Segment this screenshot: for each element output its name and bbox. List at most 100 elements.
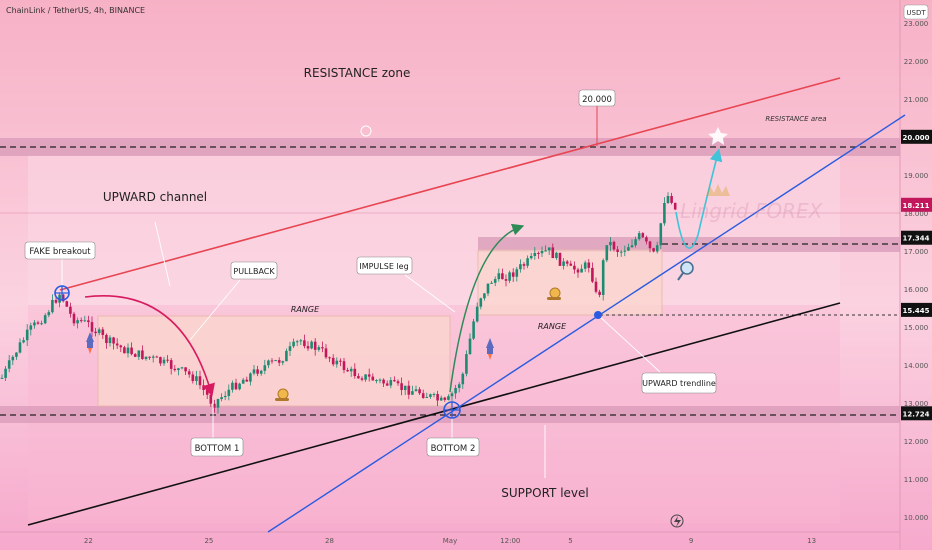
candle-body	[447, 396, 450, 400]
x-tick-label: 22	[84, 537, 93, 545]
snail-icon-1	[275, 388, 289, 401]
impulse-text: IMPULSE leg	[359, 262, 408, 271]
currency-badge[interactable]: USDT	[903, 4, 929, 20]
candle-body	[335, 360, 339, 365]
candle-body	[216, 399, 220, 408]
x-axis[interactable]: 22 25 28 May 12:00 5 9 13	[84, 537, 816, 545]
pullback-label: PULLBACK	[230, 261, 278, 280]
candle-body	[367, 374, 371, 377]
rocket-icon-1	[86, 332, 94, 354]
candle-body	[504, 279, 508, 281]
candle-body	[195, 376, 198, 381]
candle-body	[511, 272, 515, 277]
candle-body	[371, 376, 375, 381]
candle-body	[288, 346, 292, 351]
candle-body	[324, 348, 328, 358]
candle-body	[619, 251, 623, 253]
candle-body	[418, 389, 421, 394]
candle-body	[47, 312, 51, 316]
lightning-icon	[670, 514, 684, 528]
candle-body	[292, 341, 295, 347]
candle-body	[11, 356, 15, 361]
candle-body	[421, 393, 425, 398]
candle-body	[461, 373, 465, 385]
candle-body	[191, 374, 195, 381]
price-label-text: 18.211	[902, 202, 929, 210]
support-level-text: SUPPORT level	[501, 486, 588, 500]
candle-body	[396, 381, 400, 384]
candle-body	[623, 250, 627, 252]
y-tick-label: 16.000	[904, 286, 929, 294]
candle-body	[33, 322, 36, 326]
candle-body	[454, 388, 457, 394]
candle-body	[648, 241, 652, 249]
candle-body	[166, 359, 169, 361]
y-tick-label: 17.000	[904, 248, 929, 256]
candle-body	[15, 352, 18, 357]
candle-body	[378, 379, 382, 381]
candle-body	[472, 321, 475, 339]
candle-body	[65, 301, 69, 307]
candle-body	[637, 233, 641, 240]
candle-body	[501, 273, 504, 280]
candle-body	[551, 247, 555, 259]
candle-body	[573, 265, 576, 270]
price-label-text: 15.445	[902, 307, 929, 315]
candle-body	[259, 370, 263, 374]
rocket-icon-2	[486, 338, 494, 360]
candle-body	[155, 356, 159, 358]
candle-body	[69, 306, 72, 314]
candle-body	[407, 385, 411, 395]
candle-body	[673, 202, 677, 210]
candle-body	[663, 203, 666, 224]
candle-body	[29, 325, 33, 330]
candle-body	[375, 380, 378, 382]
candle-body	[339, 360, 342, 362]
candle-body	[630, 245, 634, 248]
candle-body	[72, 313, 76, 324]
snail-icon-2	[547, 287, 561, 300]
candle-body	[465, 354, 468, 374]
candle-body	[425, 396, 429, 398]
candle-body	[61, 294, 65, 302]
magnifier-handle-icon	[677, 272, 684, 281]
price-label-text: 12.724	[902, 410, 929, 418]
candle-body	[159, 357, 162, 364]
candle-body	[263, 365, 267, 371]
range-box-1	[97, 315, 451, 407]
currency-text: USDT	[906, 9, 926, 17]
candle-body	[227, 389, 231, 396]
bottom-1-text: BOTTOM 1	[195, 444, 240, 454]
candle-body	[493, 279, 497, 283]
price-labels: 20.000 18.211 17.344 15.445 12.724	[901, 129, 932, 421]
upward-trendline-text: UPWARD trendline	[642, 379, 716, 388]
candle-body	[202, 385, 205, 391]
range-box-2	[477, 249, 663, 316]
candle-body	[598, 291, 601, 295]
candle-body	[281, 361, 285, 363]
candle-body	[591, 267, 594, 282]
watermark-text-1: Lingrid FOREX	[680, 199, 824, 223]
projection-arrow	[675, 148, 723, 249]
candle-body	[457, 384, 461, 389]
upward-channel-text: UPWARD channel	[103, 190, 207, 204]
y-tick-label: 19.000	[904, 172, 929, 180]
candle-body	[51, 299, 54, 313]
range-2-text: RANGE	[538, 322, 567, 331]
price-20000-callout: 20.000	[578, 89, 616, 107]
price-20000-callout-text: 20.000	[582, 95, 612, 105]
watermark-logo: Lingrid FOREX	[680, 184, 824, 223]
candle-body	[576, 269, 580, 273]
candle-body	[641, 233, 645, 238]
candle-body	[645, 237, 648, 242]
candle-body	[558, 252, 562, 266]
channel-upper-line	[59, 77, 841, 291]
y-tick-label: 10.000	[904, 514, 929, 522]
candle-body	[94, 331, 97, 334]
candle-body	[385, 383, 389, 386]
candle-body	[580, 268, 583, 273]
bottom-1-label: BOTTOM 1	[190, 437, 244, 457]
price-label-box	[901, 302, 932, 317]
candle-body	[137, 350, 141, 357]
